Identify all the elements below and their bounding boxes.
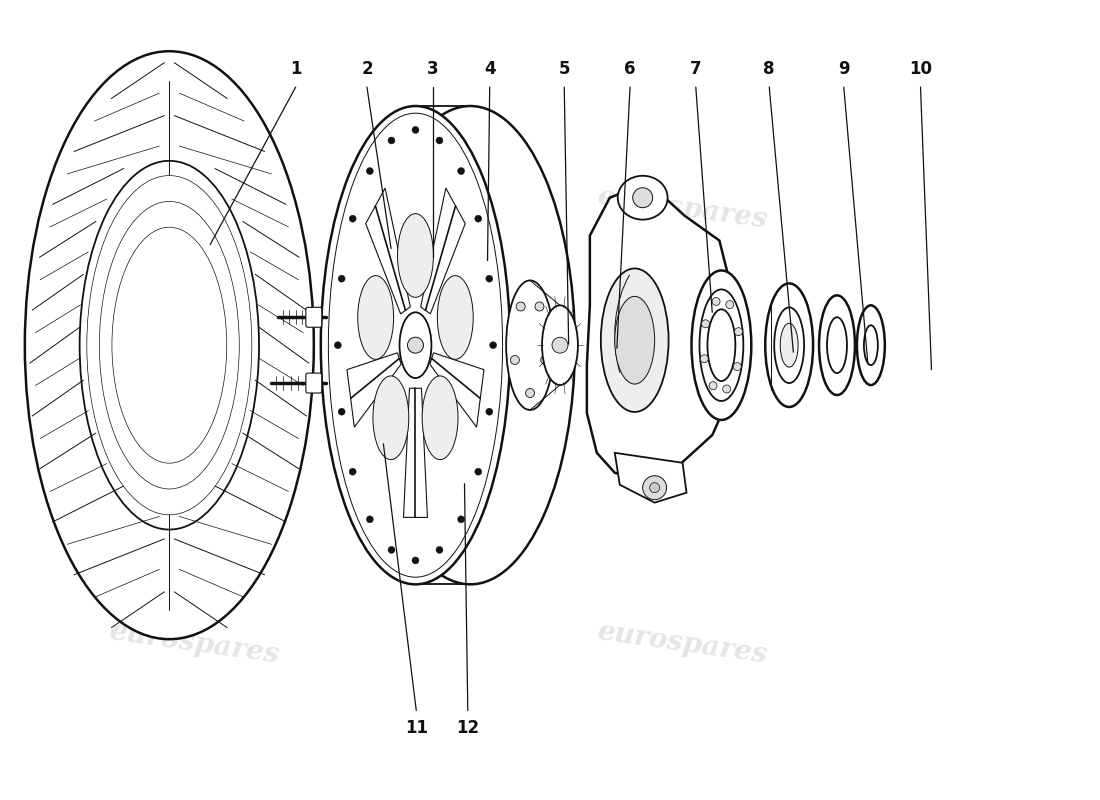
Ellipse shape	[99, 202, 240, 489]
Ellipse shape	[618, 176, 668, 220]
Circle shape	[349, 468, 356, 475]
FancyBboxPatch shape	[306, 373, 322, 393]
Circle shape	[510, 355, 519, 365]
Text: 4: 4	[484, 60, 495, 78]
Ellipse shape	[692, 270, 751, 420]
Text: 3: 3	[427, 60, 439, 78]
Circle shape	[516, 302, 525, 311]
Circle shape	[388, 546, 395, 554]
Circle shape	[702, 320, 710, 328]
Polygon shape	[404, 388, 428, 518]
Ellipse shape	[438, 276, 473, 359]
Circle shape	[349, 215, 356, 222]
Ellipse shape	[601, 269, 669, 412]
Ellipse shape	[358, 276, 394, 359]
Circle shape	[552, 338, 568, 353]
Ellipse shape	[857, 306, 884, 385]
Circle shape	[475, 215, 482, 222]
Text: 8: 8	[763, 60, 776, 78]
Circle shape	[541, 355, 550, 365]
Circle shape	[486, 408, 493, 415]
Circle shape	[366, 516, 373, 523]
Text: 6: 6	[625, 60, 636, 78]
Ellipse shape	[329, 113, 503, 577]
Polygon shape	[430, 353, 484, 427]
Circle shape	[526, 389, 535, 398]
Text: 2: 2	[361, 60, 373, 78]
Circle shape	[701, 354, 708, 362]
Ellipse shape	[700, 290, 744, 401]
Polygon shape	[346, 353, 402, 427]
Circle shape	[458, 516, 464, 523]
Circle shape	[436, 137, 443, 144]
Text: eurospares: eurospares	[595, 618, 769, 669]
Text: eurospares: eurospares	[595, 183, 769, 234]
Text: 5: 5	[559, 60, 570, 78]
Circle shape	[486, 275, 493, 282]
Ellipse shape	[780, 323, 799, 367]
Polygon shape	[365, 188, 410, 314]
Ellipse shape	[87, 175, 252, 515]
Ellipse shape	[399, 312, 431, 378]
Circle shape	[366, 167, 373, 174]
Circle shape	[412, 557, 419, 564]
Circle shape	[632, 188, 652, 208]
Polygon shape	[420, 188, 465, 314]
Circle shape	[726, 301, 734, 309]
Ellipse shape	[864, 326, 878, 365]
Ellipse shape	[422, 376, 458, 460]
FancyBboxPatch shape	[306, 307, 322, 327]
Circle shape	[412, 126, 419, 134]
Circle shape	[388, 137, 395, 144]
Circle shape	[535, 302, 543, 311]
Circle shape	[712, 298, 720, 306]
Ellipse shape	[397, 214, 433, 298]
Ellipse shape	[94, 189, 245, 502]
Ellipse shape	[365, 106, 575, 584]
Ellipse shape	[707, 310, 736, 381]
Circle shape	[734, 362, 741, 370]
Circle shape	[723, 385, 730, 393]
Circle shape	[458, 167, 464, 174]
Ellipse shape	[542, 306, 578, 385]
Ellipse shape	[774, 307, 804, 383]
Circle shape	[436, 546, 443, 554]
Ellipse shape	[615, 296, 654, 384]
Circle shape	[490, 342, 496, 349]
Ellipse shape	[79, 161, 258, 530]
Text: 11: 11	[405, 719, 428, 738]
Circle shape	[735, 328, 743, 336]
Ellipse shape	[25, 51, 313, 639]
Polygon shape	[615, 453, 686, 502]
Text: eurospares: eurospares	[107, 183, 280, 234]
Ellipse shape	[112, 227, 227, 463]
Ellipse shape	[321, 106, 510, 584]
Ellipse shape	[373, 376, 409, 460]
Text: 1: 1	[290, 60, 301, 78]
Circle shape	[642, 476, 667, 500]
Ellipse shape	[506, 281, 554, 410]
Text: 10: 10	[909, 60, 932, 78]
Polygon shape	[587, 188, 729, 480]
Circle shape	[338, 275, 345, 282]
Circle shape	[407, 338, 424, 353]
Ellipse shape	[827, 318, 847, 373]
Text: 7: 7	[690, 60, 702, 78]
Circle shape	[338, 408, 345, 415]
Circle shape	[334, 342, 341, 349]
Ellipse shape	[766, 283, 813, 407]
Ellipse shape	[820, 295, 855, 395]
Circle shape	[710, 382, 717, 390]
Circle shape	[650, 482, 660, 493]
Text: eurospares: eurospares	[107, 618, 280, 669]
Text: 12: 12	[456, 719, 480, 738]
Text: 9: 9	[838, 60, 849, 78]
Circle shape	[475, 468, 482, 475]
